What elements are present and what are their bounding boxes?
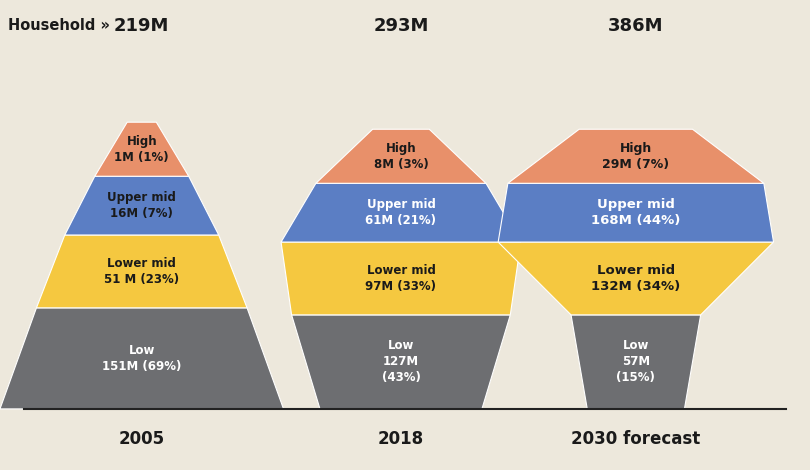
Polygon shape [316, 129, 486, 183]
Text: High
1M (1%): High 1M (1%) [114, 135, 169, 164]
Text: High
29M (7%): High 29M (7%) [603, 142, 669, 171]
Text: Low
127M
(43%): Low 127M (43%) [382, 339, 420, 384]
Polygon shape [498, 242, 774, 315]
Polygon shape [508, 129, 764, 183]
Text: 2005: 2005 [119, 431, 164, 448]
Text: 2018: 2018 [378, 431, 424, 448]
Text: 386M: 386M [608, 17, 663, 35]
Text: Upper mid
61M (21%): Upper mid 61M (21%) [365, 198, 437, 227]
Text: High
8M (3%): High 8M (3%) [373, 142, 428, 171]
Text: 2030 forecast: 2030 forecast [571, 431, 701, 448]
Text: Low
151M (69%): Low 151M (69%) [102, 344, 181, 373]
Text: Low
57M
(15%): Low 57M (15%) [616, 339, 655, 384]
Polygon shape [95, 122, 189, 176]
Polygon shape [498, 183, 774, 242]
Text: Lower mid
132M (34%): Lower mid 132M (34%) [591, 264, 680, 293]
Text: Upper mid
16M (7%): Upper mid 16M (7%) [107, 191, 177, 220]
Text: Lower mid
51 M (23%): Lower mid 51 M (23%) [104, 257, 179, 286]
Text: 293M: 293M [373, 17, 428, 35]
Polygon shape [36, 235, 247, 308]
Polygon shape [0, 308, 284, 409]
Polygon shape [65, 176, 219, 235]
Text: Household »: Household » [8, 18, 110, 33]
Polygon shape [292, 315, 510, 409]
Polygon shape [281, 242, 521, 315]
Text: Upper mid
168M (44%): Upper mid 168M (44%) [591, 198, 680, 227]
Text: Lower mid
97M (33%): Lower mid 97M (33%) [365, 264, 437, 293]
Polygon shape [281, 183, 521, 242]
Text: 219M: 219M [114, 17, 169, 35]
Polygon shape [571, 315, 701, 409]
